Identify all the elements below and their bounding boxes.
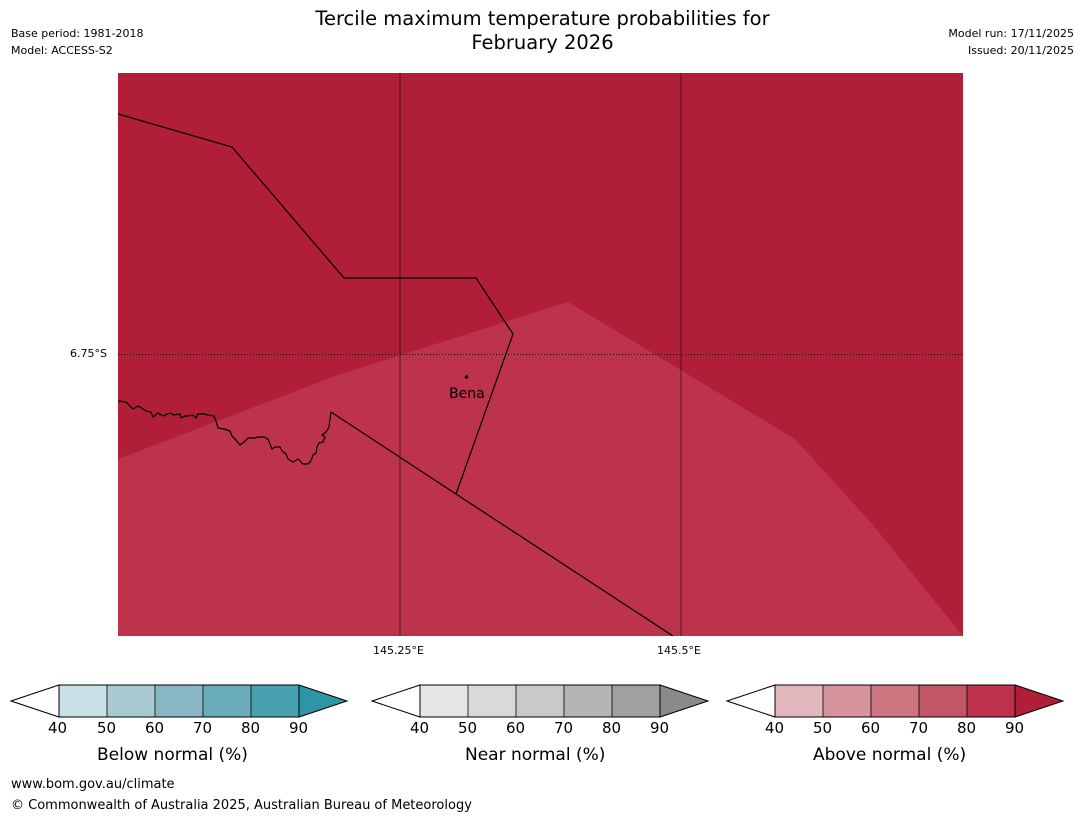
colorbar-above [726, 684, 1065, 718]
chart-title: Tercile maximum temperature probabilitie… [0, 7, 1085, 55]
coastline [118, 400, 332, 465]
colorbar-above-upper-extend [1014, 684, 1065, 718]
colorbar-near-title: Near normal (%) [465, 745, 606, 765]
map-region-above-70-80 [118, 302, 963, 636]
colorbar-below-tick-90: 90 [289, 719, 309, 737]
colorbar-below-upper-extend [298, 684, 349, 718]
footer: www.bom.gov.au/climate © Commonwealth of… [11, 774, 472, 816]
footer-copyright: © Commonwealth of Australia 2025, Austra… [11, 798, 472, 813]
lat-label-6-75: 6.75°S [70, 347, 107, 360]
bena-marker [464, 375, 469, 379]
colorbar-below-bin-80-90 [251, 685, 299, 717]
model-run-text: Model run: 17/11/2025 [948, 27, 1074, 40]
colorbar-near-bin-40-50 [420, 685, 468, 717]
colorbar-near-tick-60: 60 [506, 719, 526, 737]
colorbar-near-tick-70: 70 [554, 719, 574, 737]
colorbar-below-bin-40-50 [59, 685, 107, 717]
colorbar-above-bin-80-90 [967, 685, 1015, 717]
chart-title-line2: February 2026 [471, 31, 614, 54]
colorbar-below-tick-70: 70 [193, 719, 213, 737]
colorbar-below-tick-60: 60 [145, 719, 165, 737]
colorbar-below-tick-40: 40 [48, 719, 68, 737]
colorbar-near-upper-extend [659, 684, 710, 718]
colorbar-above-bin-50-60 [823, 685, 871, 717]
footer-url: www.bom.gov.au/climate [11, 777, 175, 792]
colorbar-near-bin-70-80 [564, 685, 612, 717]
colorbar-below-bin-60-70 [155, 685, 203, 717]
colorbar-below-tick-50: 50 [97, 719, 117, 737]
lon-label-145-25: 145.25°E [373, 644, 424, 657]
colorbar-above-bin-70-80 [919, 685, 967, 717]
colorbar-below-bin-50-60 [107, 685, 155, 717]
colorbar-below-tick-80: 80 [241, 719, 261, 737]
colorbar-above-tick-80: 80 [957, 719, 977, 737]
colorbar-above-tick-60: 60 [861, 719, 881, 737]
colorbar-near-bin-50-60 [468, 685, 516, 717]
lon-label-145-5: 145.5°E [657, 644, 701, 657]
base-period-text: Base period: 1981-2018 [11, 27, 144, 40]
colorbar-above-tick-50: 50 [813, 719, 833, 737]
colorbar-near [371, 684, 710, 718]
meta-right: Model run: 17/11/2025 Issued: 20/11/2025 [948, 25, 1074, 59]
map-canvas [118, 73, 963, 636]
colorbar-near-tick-80: 80 [602, 719, 622, 737]
colorbar-below-bin-70-80 [203, 685, 251, 717]
boundary-north [118, 113, 514, 495]
colorbar-above-tick-90: 90 [1005, 719, 1025, 737]
colorbar-near-bin-60-70 [516, 685, 564, 717]
colorbar-above-bin-60-70 [871, 685, 919, 717]
colorbar-near-tick-90: 90 [650, 719, 670, 737]
colorbar-above-lower-extend [726, 684, 776, 718]
model-text: Model: ACCESS-S2 [11, 44, 113, 57]
place-label-bena: Bena [449, 386, 485, 402]
chart-title-line1: Tercile maximum temperature probabilitie… [315, 7, 770, 30]
colorbar-near-tick-40: 40 [410, 719, 430, 737]
colorbar-near-lower-extend [371, 684, 421, 718]
colorbar-above-tick-40: 40 [765, 719, 785, 737]
meta-left: Base period: 1981-2018 Model: ACCESS-S2 [11, 25, 143, 59]
colorbar-above-title: Above normal (%) [813, 745, 967, 765]
colorbar-below-title: Below normal (%) [97, 745, 248, 765]
colorbar-above-tick-70: 70 [909, 719, 929, 737]
colorbar-below-lower-extend [10, 684, 60, 718]
colorbar-near-tick-50: 50 [458, 719, 478, 737]
boundary-south [330, 411, 674, 636]
colorbar-below [10, 684, 349, 718]
colorbar-above-bin-40-50 [775, 685, 823, 717]
colorbar-near-bin-80-90 [612, 685, 660, 717]
issued-text: Issued: 20/11/2025 [967, 44, 1074, 57]
